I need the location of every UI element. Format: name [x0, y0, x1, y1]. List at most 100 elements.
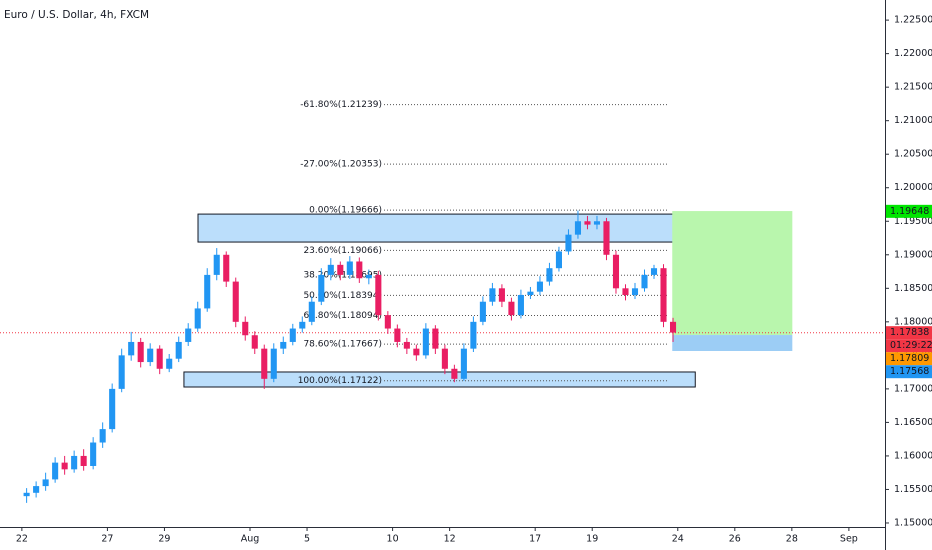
candle-body [33, 486, 40, 493]
y-tick-label: 1.19000 [894, 249, 932, 260]
candle-body [42, 479, 49, 487]
price-label-bg [886, 365, 932, 379]
y-tick-label: 1.17000 [894, 383, 932, 394]
candle-body [650, 268, 658, 275]
candle-body [546, 268, 553, 282]
candle-body [375, 274, 382, 316]
candle-body [631, 288, 639, 296]
candle-body [185, 328, 192, 342]
price-label: 1.19648 [890, 206, 929, 217]
fib-label: 61.80%(1.18094) [303, 311, 382, 321]
fib-label: 100.00%(1.17122) [298, 376, 382, 386]
candle-body [280, 341, 287, 349]
candle-body [555, 251, 562, 269]
candle-body [194, 308, 201, 329]
y-tick-label: 1.21500 [894, 82, 932, 93]
candle-body [299, 321, 306, 329]
candle-body [384, 315, 391, 329]
price-label-bg [886, 352, 932, 366]
y-tick-label: 1.22500 [894, 15, 932, 26]
x-tick-label: Sep [840, 534, 858, 545]
chart-title: Euro / U.S. Dollar, 4h, FXCM [4, 9, 149, 21]
candle-body [99, 429, 106, 443]
candle-body [460, 348, 467, 379]
candle-body [422, 328, 429, 356]
candle-body [147, 348, 154, 363]
candle-body [622, 288, 629, 296]
countdown-bg [886, 339, 932, 353]
candle-body [565, 234, 572, 252]
fib-label: 0.00%(1.19666) [309, 206, 382, 216]
candle-body [508, 301, 515, 316]
fib-label: 78.60%(1.17667) [303, 340, 382, 350]
candle-body [175, 341, 182, 359]
y-tick-label: 1.20000 [894, 182, 932, 193]
candle-body [346, 261, 353, 275]
x-tick-label: 26 [729, 534, 741, 545]
candle-body [166, 358, 173, 369]
y-tick-label: 1.19500 [894, 216, 932, 227]
y-tick-label: 1.16500 [894, 417, 932, 428]
zone [672, 211, 793, 336]
candle-body [660, 268, 667, 322]
candle-body [536, 281, 543, 292]
candle-body [318, 274, 325, 302]
candle-body [403, 341, 410, 349]
fib-label: -27.00%(1.20353) [300, 160, 382, 170]
candle-body [641, 274, 648, 289]
x-tick-label: 28 [786, 534, 798, 545]
candle-body [223, 254, 230, 282]
candle-body [270, 348, 277, 379]
candle-body [574, 221, 582, 235]
x-tick-label: 29 [158, 534, 170, 545]
y-tick-label: 1.16000 [894, 450, 932, 461]
fib-label: 23.60%(1.19066) [303, 246, 382, 256]
x-tick-label: 5 [304, 534, 310, 545]
candle-body [365, 274, 372, 279]
x-tick-label: 27 [101, 534, 113, 545]
y-tick-label: 1.21000 [894, 115, 932, 126]
current-price-label-bg [886, 326, 932, 340]
candle-body [394, 328, 401, 342]
candle-body [261, 348, 268, 379]
candle-body [441, 348, 448, 369]
candle-body [612, 254, 620, 289]
candle-body [517, 295, 524, 316]
zone [672, 335, 793, 351]
candle-body [451, 368, 458, 379]
candle-body [118, 355, 125, 389]
candle-body [128, 341, 135, 356]
candle-body [669, 321, 677, 333]
fib-label: -61.80%(1.21239) [300, 100, 382, 110]
price-label-bg [886, 204, 932, 218]
candle-body [413, 348, 420, 356]
y-tick-label: 1.20500 [894, 149, 932, 160]
candle-body [432, 328, 439, 349]
x-tick-label: Aug [241, 534, 260, 545]
price-label: 1.17809 [890, 353, 929, 364]
candle-body [213, 254, 220, 275]
candle-body [479, 301, 486, 322]
y-tick-label: 1.15500 [894, 484, 932, 495]
x-tick-label: 22 [16, 534, 28, 545]
candle-body [593, 221, 601, 225]
candle-body [23, 492, 30, 497]
y-tick-label: 1.22000 [894, 48, 932, 59]
x-tick-label: 12 [444, 534, 456, 545]
candle-body [204, 274, 211, 309]
fib-label: 38.20%(1.18695) [303, 271, 382, 281]
candle-body [498, 288, 505, 302]
candle-body [61, 462, 68, 470]
candle-body [603, 221, 610, 255]
zone [183, 371, 696, 388]
x-tick-label: 19 [586, 534, 598, 545]
countdown: 01:29:22 [890, 340, 932, 351]
candle-body [80, 455, 87, 466]
candle-body [156, 348, 163, 369]
x-tick-label: 24 [672, 534, 684, 545]
candle-body [232, 281, 239, 322]
current-price-label: 1.17838 [890, 327, 929, 338]
candle-body [527, 291, 534, 296]
candle-body [470, 321, 477, 349]
